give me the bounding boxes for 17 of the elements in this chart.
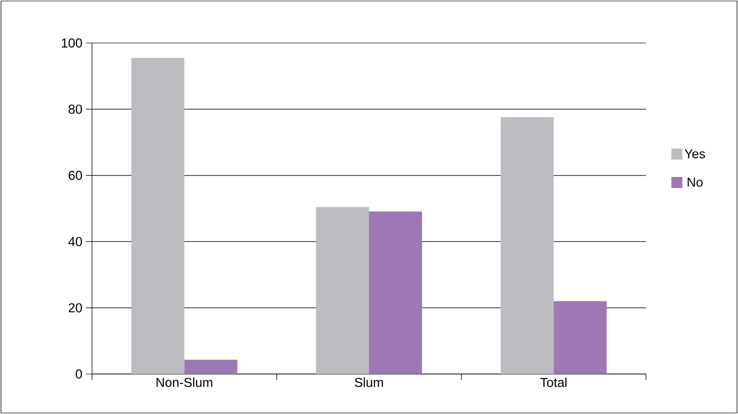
y-tick-label: 80 (68, 104, 82, 114)
y-tick-label: 0 (76, 369, 82, 379)
x-tick-label: Slum (354, 378, 383, 388)
x-tick-label: Non-Slum (156, 378, 212, 388)
bar (184, 360, 238, 374)
y-tick-label: 20 (68, 303, 82, 312)
y-tick-label: 40 (68, 237, 82, 246)
bar (554, 301, 607, 374)
bar (369, 211, 422, 374)
bar (131, 58, 184, 374)
bar (316, 207, 370, 374)
y-tick-label: 100 (62, 38, 82, 48)
legend-label: Yes (684, 149, 706, 158)
legend-label: No (688, 178, 703, 187)
y-tick-label: 60 (68, 170, 82, 180)
x-tick-label: Total (540, 378, 567, 388)
bar (500, 117, 554, 374)
